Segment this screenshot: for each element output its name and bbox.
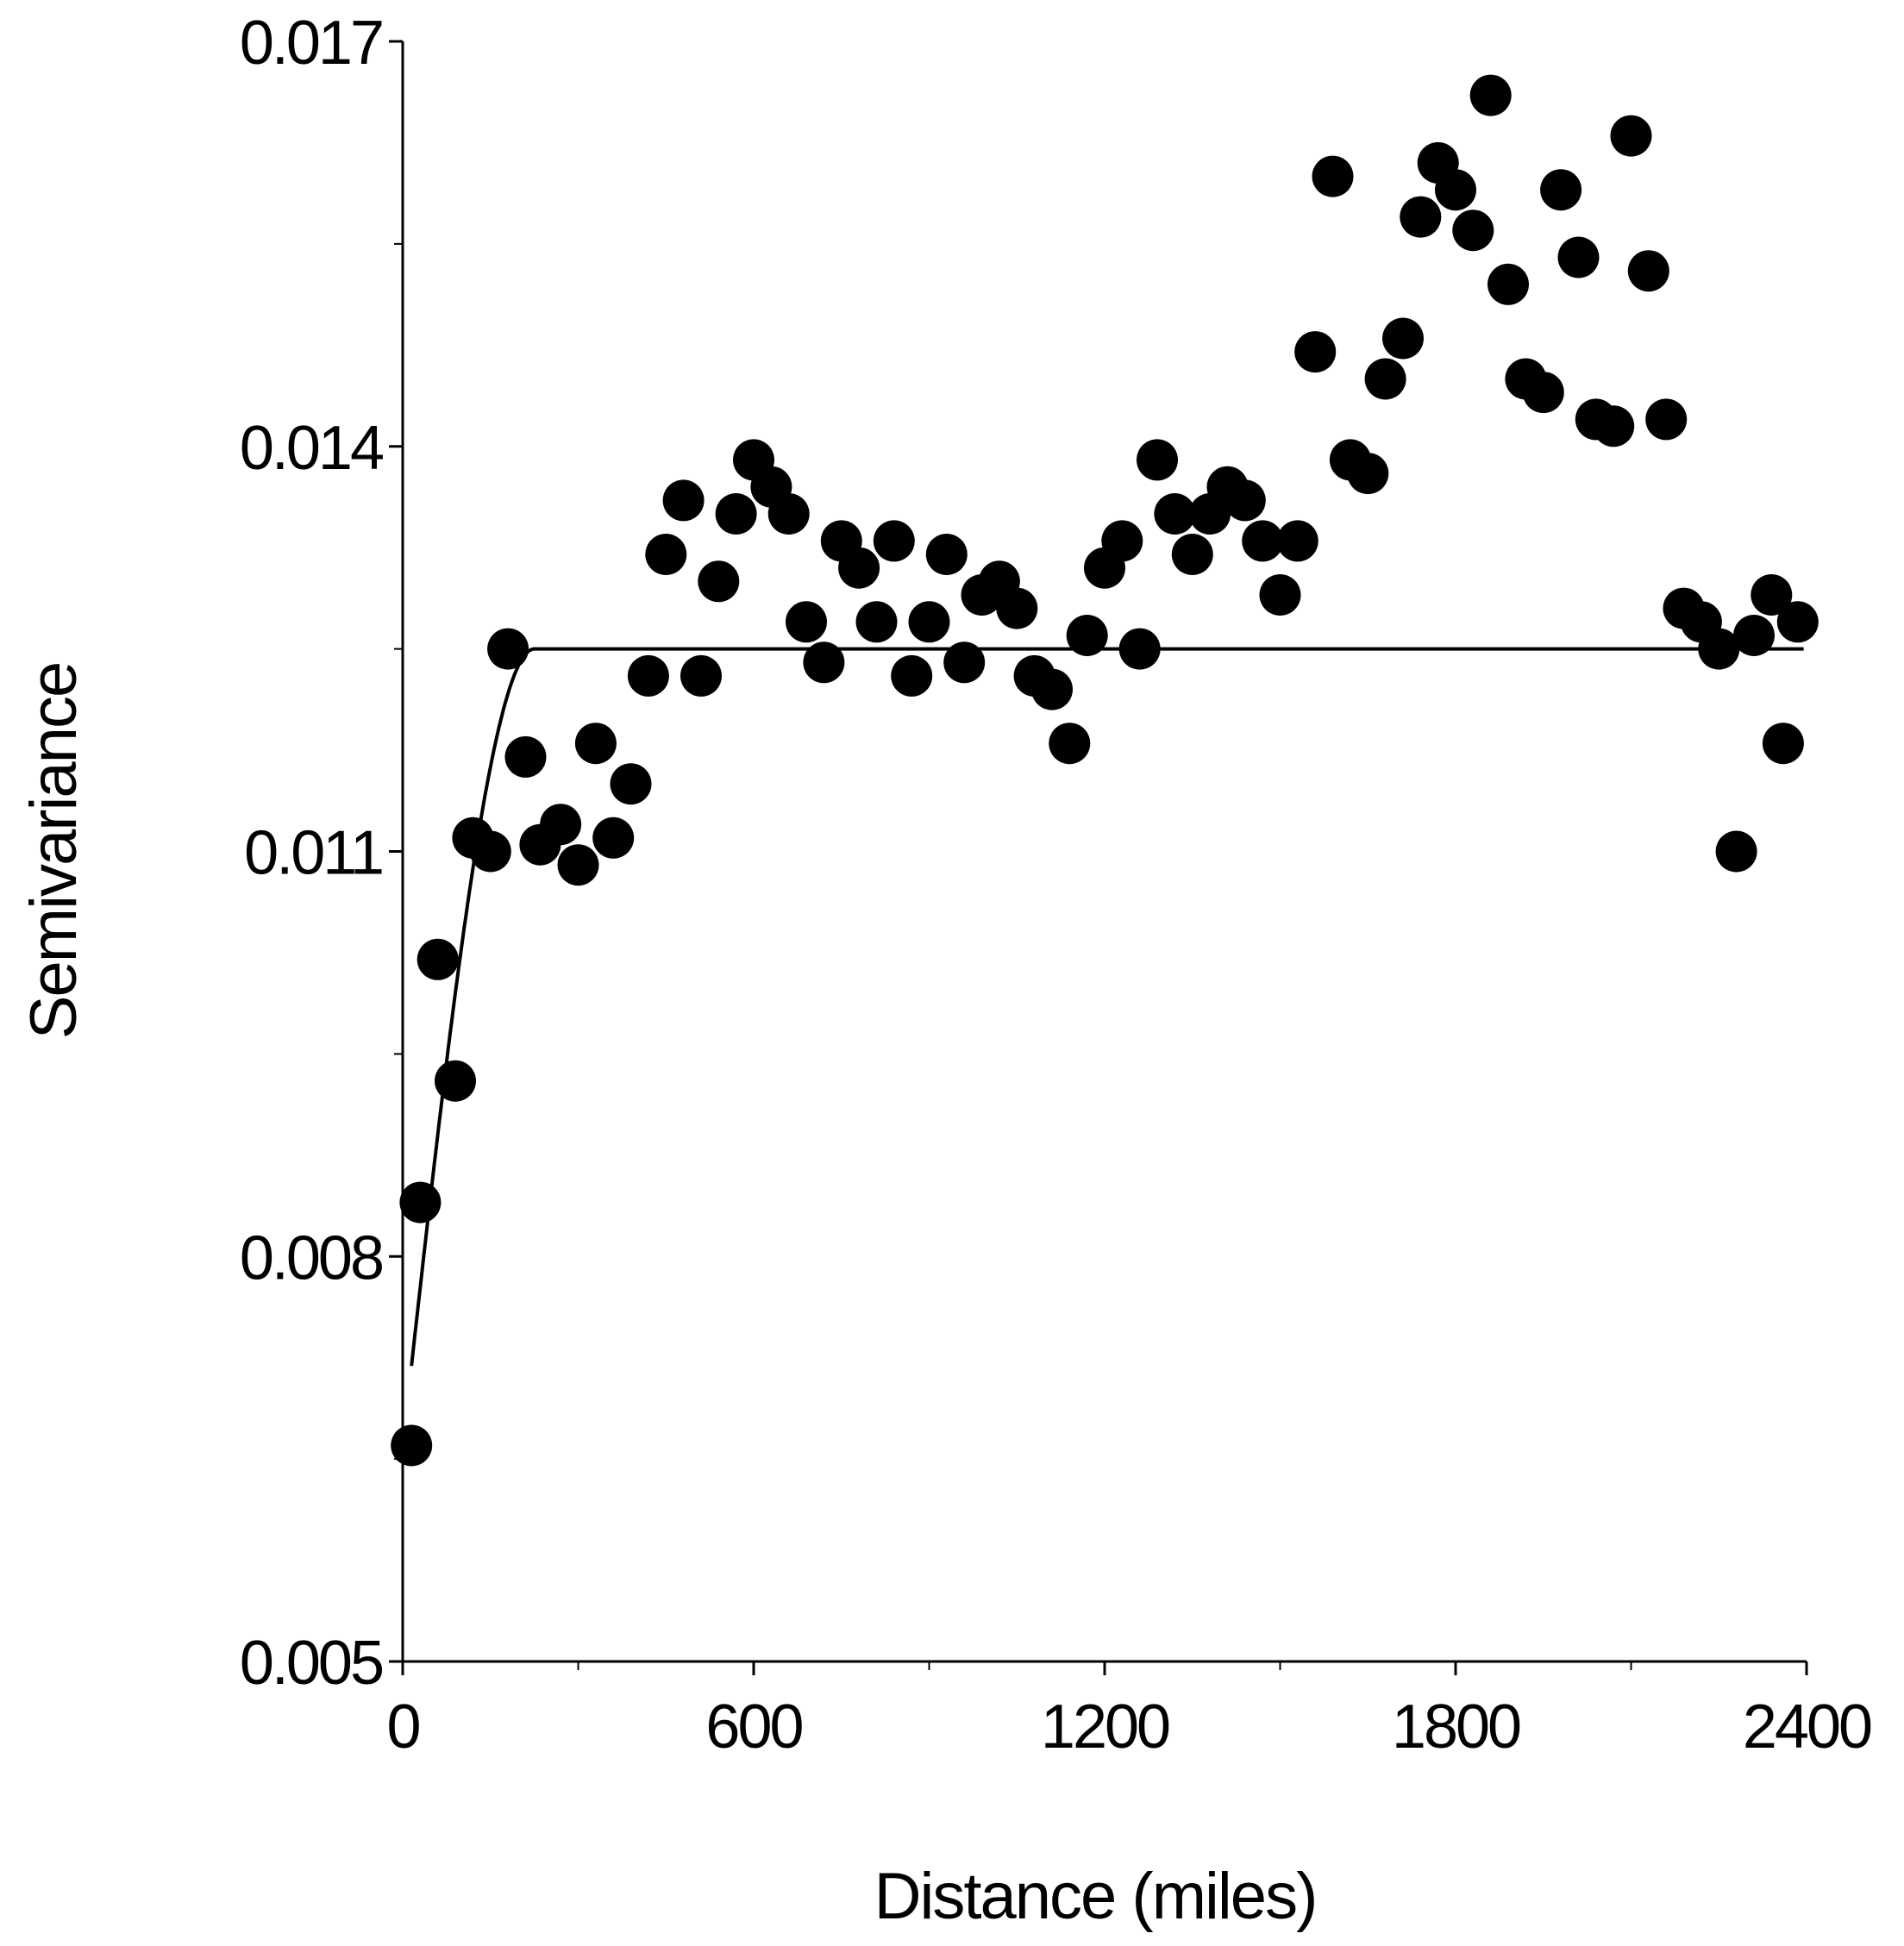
data-point	[996, 587, 1038, 629]
data-point	[855, 601, 898, 643]
data-point	[1627, 250, 1669, 292]
data-point	[1049, 723, 1091, 765]
data-point	[1733, 615, 1775, 656]
data-point	[469, 830, 511, 873]
data-point	[1382, 317, 1424, 360]
data-point	[1312, 155, 1354, 197]
data-point	[1751, 574, 1793, 616]
data-point	[1610, 115, 1652, 157]
x-tick-label: 600	[705, 1693, 802, 1761]
data-point	[416, 938, 459, 980]
fitted-curve-group	[410, 647, 1804, 1367]
data-point	[1762, 723, 1804, 765]
data-point	[1171, 534, 1213, 575]
data-point	[786, 601, 827, 643]
y-axis-title: Semivariance	[17, 663, 91, 1039]
data-point	[803, 641, 845, 684]
data-point	[1031, 668, 1073, 710]
y-tick-label: 0.014	[240, 414, 383, 483]
data-point	[1294, 331, 1337, 373]
data-point	[698, 560, 740, 603]
data-point	[1259, 574, 1301, 616]
data-point	[1276, 520, 1318, 562]
data-point	[1698, 628, 1740, 670]
data-point	[592, 817, 635, 859]
data-point	[1242, 520, 1284, 562]
y-tick-label: 0.017	[240, 9, 382, 78]
y-tick-label: 0.011	[244, 819, 382, 888]
data-point	[767, 493, 810, 535]
data-point	[399, 1181, 442, 1223]
x-tick-label: 0	[386, 1693, 419, 1761]
y-tick-label: 0.005	[240, 1629, 383, 1698]
data-point	[1435, 169, 1476, 211]
data-point	[1522, 372, 1564, 414]
data-point	[873, 520, 915, 562]
x-tick-label: 2400	[1743, 1693, 1871, 1761]
data-point	[391, 1424, 433, 1467]
data-point	[1645, 398, 1688, 441]
ticks: 0.005 0.008 0.011 0.014 0.017 0 600 1200 1800 240…	[240, 9, 1874, 1761]
data-point	[1347, 453, 1389, 495]
data-point	[1593, 405, 1635, 447]
data-point	[1066, 615, 1108, 656]
data-point	[557, 844, 599, 886]
data-point	[504, 735, 547, 778]
data-point	[838, 547, 880, 589]
data-point	[574, 723, 617, 765]
data-point	[1154, 493, 1196, 535]
data-point	[1364, 358, 1406, 400]
data-point	[1452, 210, 1494, 252]
x-tick-label: 1800	[1392, 1693, 1520, 1761]
x-tick-label: 1200	[1041, 1693, 1169, 1761]
data-point	[891, 654, 933, 697]
data-point	[627, 654, 669, 697]
data-point	[943, 641, 986, 684]
data-point	[662, 479, 705, 522]
data-point	[435, 1060, 476, 1102]
data-point	[540, 804, 582, 846]
data-point	[610, 763, 652, 805]
data-points	[391, 74, 1819, 1467]
data-point	[1101, 520, 1143, 562]
data-point	[1557, 236, 1600, 278]
data-point	[925, 534, 968, 575]
data-point	[715, 493, 757, 535]
data-point	[1400, 196, 1442, 238]
data-point	[1715, 830, 1757, 873]
data-point	[487, 628, 529, 670]
data-point	[1488, 263, 1529, 305]
y-tick-label: 0.008	[240, 1223, 382, 1292]
data-point	[1776, 601, 1819, 643]
data-point	[1469, 74, 1512, 116]
data-point	[1137, 439, 1178, 481]
data-point	[1118, 628, 1161, 670]
fitted-curve	[410, 647, 1804, 1367]
data-point	[1540, 169, 1582, 211]
data-point	[908, 601, 950, 643]
data-point	[645, 534, 687, 575]
data-point	[1224, 479, 1266, 522]
data-point	[680, 654, 722, 697]
x-axis-title: Distance (miles)	[874, 1860, 1317, 1933]
